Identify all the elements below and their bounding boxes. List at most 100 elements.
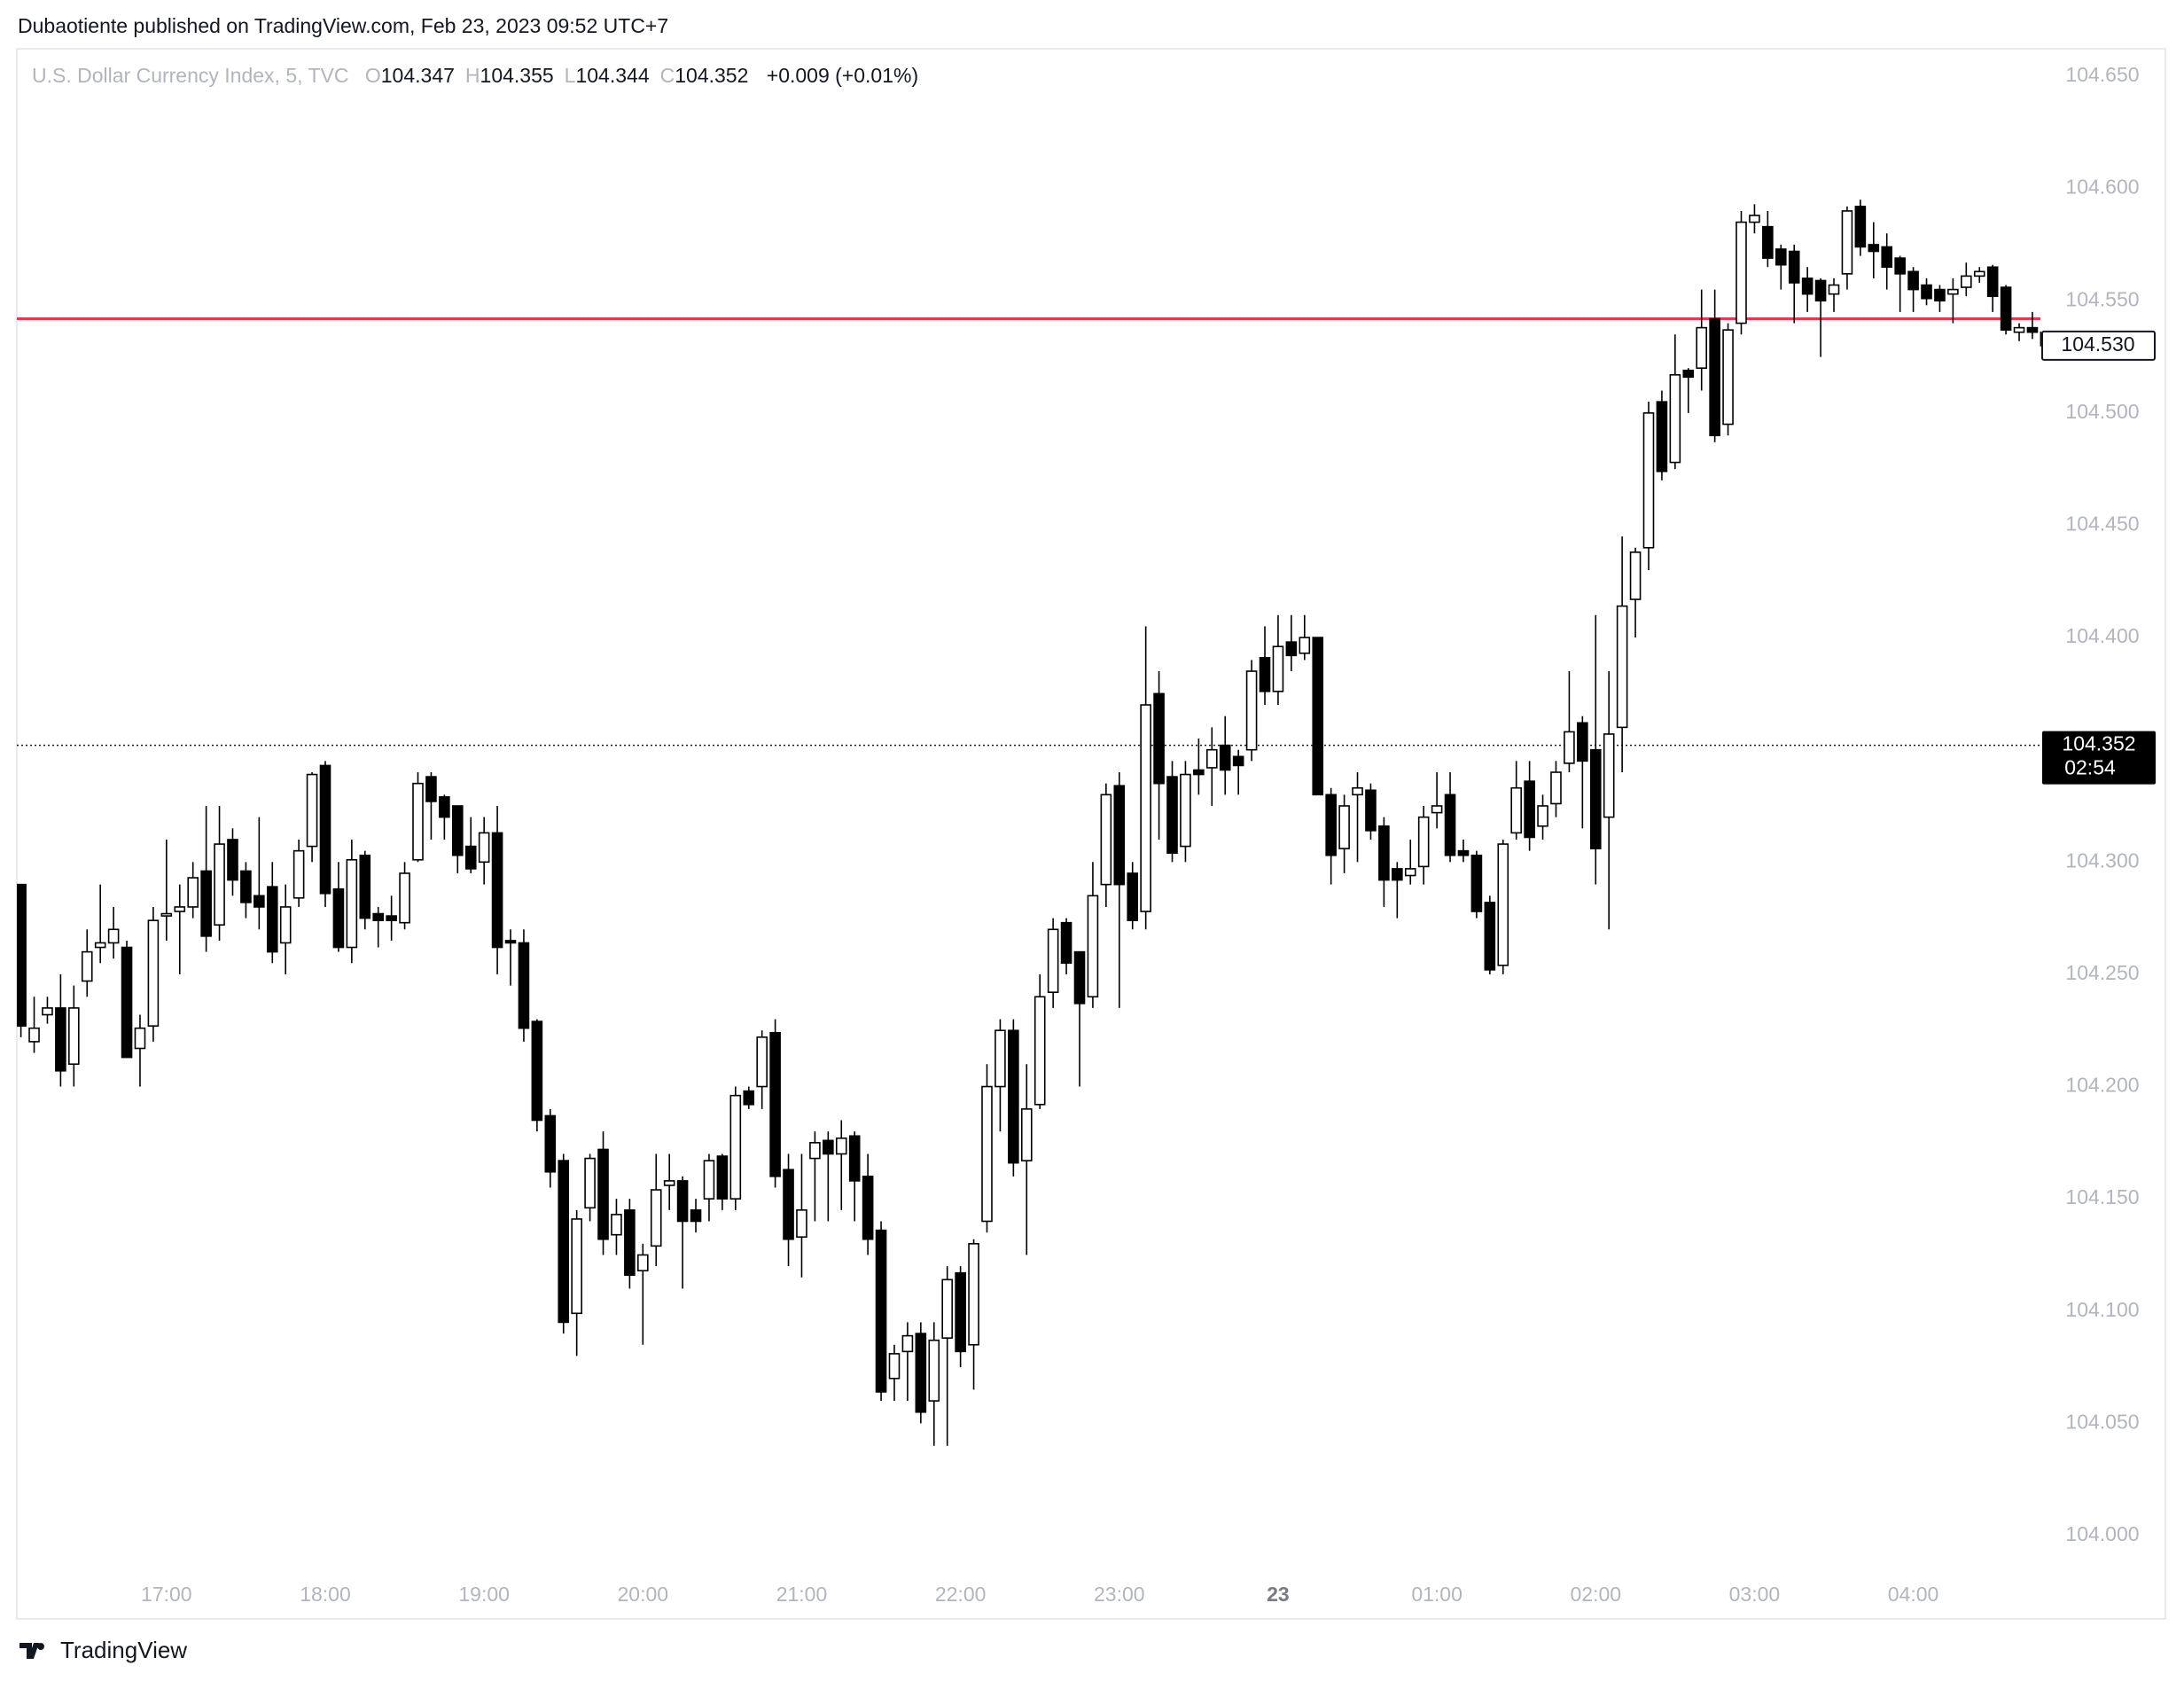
candle-body bbox=[1986, 266, 1999, 297]
candle-body bbox=[2040, 331, 2041, 347]
candle-body bbox=[1762, 225, 1774, 259]
candle-body bbox=[1431, 805, 1443, 814]
candle-body bbox=[1404, 868, 1416, 877]
candle-body bbox=[1961, 275, 1972, 288]
y-tick-label: 104.100 bbox=[2065, 1298, 2139, 1321]
candle-body bbox=[558, 1160, 570, 1324]
candle-body bbox=[1034, 996, 1046, 1106]
candle-body bbox=[1682, 369, 1695, 379]
candle-body bbox=[888, 1353, 901, 1380]
candle-body bbox=[518, 942, 530, 1029]
candle-body bbox=[412, 782, 424, 861]
candle-body bbox=[1669, 373, 1681, 464]
candle-body bbox=[491, 832, 503, 949]
y-tick-label: 104.500 bbox=[2065, 400, 2139, 423]
candle-body bbox=[783, 1169, 794, 1240]
last-price-label: 104.530 bbox=[2061, 332, 2134, 356]
candle-body bbox=[1285, 641, 1298, 657]
candle-body bbox=[571, 1218, 582, 1315]
candle-body bbox=[875, 1229, 887, 1393]
candle-body bbox=[531, 1020, 543, 1122]
y-tick-label: 104.200 bbox=[2065, 1074, 2139, 1097]
x-tick-label: 04:00 bbox=[1888, 1583, 1939, 1606]
candle-body bbox=[1564, 731, 1575, 764]
candle-body bbox=[359, 854, 371, 919]
candle-body bbox=[28, 1027, 40, 1043]
candle-body bbox=[478, 832, 490, 864]
symbol: U.S. Dollar Currency Index, 5, TVC bbox=[32, 64, 349, 87]
candle-body bbox=[1153, 692, 1165, 785]
candle-body bbox=[160, 912, 173, 917]
candle-body bbox=[17, 883, 27, 1027]
countdown-label: 02:54 bbox=[2064, 756, 2116, 779]
candle-body bbox=[1537, 805, 1548, 827]
candle-body bbox=[2013, 326, 2025, 333]
publish-info: Dubaotiente published on TradingView.com… bbox=[18, 14, 669, 37]
candle-body bbox=[1868, 244, 1880, 253]
candle-body bbox=[716, 1155, 729, 1200]
candle-body bbox=[994, 1029, 1006, 1088]
x-tick-label: 17:00 bbox=[141, 1583, 192, 1606]
ohlc-value: 104.344 bbox=[575, 64, 650, 87]
candle-body bbox=[544, 1114, 557, 1173]
candle-body bbox=[1921, 284, 1932, 300]
candle-body bbox=[637, 1254, 649, 1271]
candle-body bbox=[1299, 637, 1311, 654]
candle-body bbox=[2026, 326, 2039, 333]
candle-body bbox=[703, 1160, 715, 1200]
x-tick-label: 23:00 bbox=[1094, 1583, 1145, 1606]
candle-body bbox=[1894, 257, 1906, 275]
candle-body bbox=[941, 1278, 953, 1339]
candle-body bbox=[81, 950, 93, 982]
candle-body bbox=[1814, 279, 1827, 302]
candle-body bbox=[1180, 773, 1191, 848]
ohlc-key: H bbox=[464, 64, 480, 87]
candle-body bbox=[1828, 284, 1840, 295]
candle-body bbox=[1457, 849, 1470, 856]
candle-body bbox=[240, 870, 252, 903]
candle-body bbox=[1722, 329, 1734, 426]
chart-frame bbox=[16, 48, 2166, 1620]
ohlc-value: 104.352 bbox=[675, 64, 749, 87]
candle-body bbox=[451, 805, 464, 856]
candle-body bbox=[663, 1180, 675, 1186]
candle-body bbox=[174, 906, 186, 912]
change: +0.009 (+0.01%) bbox=[766, 64, 919, 87]
candle-body bbox=[107, 928, 120, 944]
x-tick-label: 19:00 bbox=[458, 1583, 510, 1606]
candle-body bbox=[55, 1007, 66, 1072]
candle-body bbox=[306, 773, 318, 848]
candle-body bbox=[1232, 755, 1244, 767]
candle-body bbox=[147, 919, 160, 1027]
candle-body bbox=[1020, 1108, 1033, 1161]
x-tick-label: 21:00 bbox=[776, 1583, 828, 1606]
candle-body bbox=[1736, 221, 1747, 324]
y-tick-label: 104.400 bbox=[2065, 624, 2139, 647]
candle-body bbox=[796, 1209, 807, 1239]
candle-body bbox=[134, 1027, 146, 1050]
candle-body bbox=[1854, 206, 1867, 248]
candle-body bbox=[439, 796, 450, 818]
candle-body bbox=[835, 1137, 847, 1155]
brand-logo bbox=[20, 1642, 44, 1659]
ohlc-value: 104.347 bbox=[380, 64, 455, 87]
candle-body bbox=[1325, 794, 1337, 856]
candle-body bbox=[1060, 921, 1072, 965]
current-price-box bbox=[2042, 731, 2156, 785]
candle-body bbox=[1907, 270, 1919, 291]
candle-body bbox=[1696, 326, 1708, 370]
y-tick-label: 104.550 bbox=[2065, 287, 2139, 310]
candle-body bbox=[464, 845, 477, 870]
x-tick-label: 22:00 bbox=[935, 1583, 987, 1606]
candle-body bbox=[769, 1031, 781, 1177]
candle-body bbox=[1166, 776, 1178, 854]
candle-body bbox=[1417, 816, 1430, 868]
x-tick-label: 23 bbox=[1267, 1583, 1290, 1606]
current-price-label: 104.352 bbox=[2062, 732, 2135, 755]
candle-body bbox=[1444, 794, 1456, 856]
candle-body bbox=[1973, 270, 1985, 278]
candle-body bbox=[1841, 210, 1853, 275]
candle-body bbox=[1577, 722, 1588, 762]
